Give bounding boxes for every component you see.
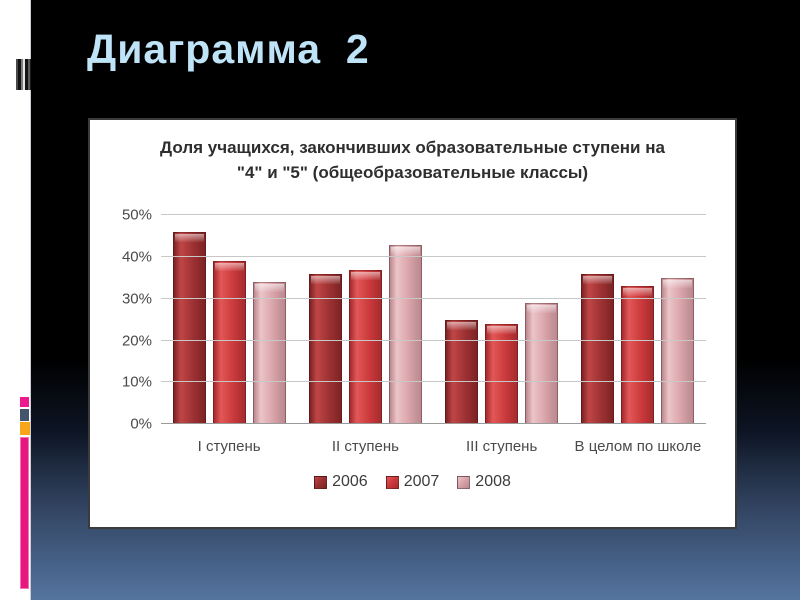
x-axis-labels: I ступень II ступень III ступень В целом по… — [161, 438, 706, 455]
y-tick-40%: 40% — [121, 248, 152, 266]
bar-group-1 — [172, 215, 286, 425]
bar-2007-category-1 — [212, 261, 246, 425]
film-strip-icon — [16, 59, 31, 90]
x-label-3: III ступень — [465, 438, 538, 456]
y-tick-50%: 50% — [121, 206, 152, 224]
gridline-20% — [161, 339, 706, 341]
y-tick-0%: 0% — [130, 415, 152, 433]
y-tick-20%: 20% — [121, 332, 152, 350]
bar-group-2 — [308, 215, 422, 425]
bar-group-4 — [581, 215, 695, 425]
legend-swatch-2008 — [457, 475, 471, 489]
orange-marker — [20, 422, 30, 435]
slide-body: Диаграмма 2 Доля учащихся, закончивших о… — [31, 0, 800, 600]
legend-item-2007: 2007 — [385, 473, 440, 491]
legend-label-2008: 2008 — [475, 473, 511, 491]
bar-2007-category-3 — [485, 323, 519, 425]
bar-group-3 — [445, 215, 559, 425]
bar-2008-category-4 — [661, 277, 695, 425]
slate-marker — [20, 409, 29, 421]
gridline-0% — [161, 423, 706, 425]
bar-2006-category-3 — [445, 319, 479, 425]
chart-legend: 2006 2007 2008 — [104, 473, 721, 491]
magenta-small-marker — [20, 397, 29, 407]
legend-label-2007: 2007 — [403, 473, 440, 491]
gridline-40% — [161, 256, 706, 258]
bar-2006-category-1 — [172, 232, 206, 425]
legend-item-2008: 2008 — [457, 473, 511, 491]
bar-2007-category-2 — [348, 269, 382, 425]
bar-2007-category-4 — [621, 286, 655, 425]
bar-chart: Доля учащихся, закончивших образовательн… — [88, 118, 737, 529]
legend-label-2006: 2006 — [332, 473, 368, 491]
x-label-1: I ступень — [197, 438, 261, 456]
legend-swatch-2007 — [385, 475, 399, 489]
x-label-2: II ступень — [331, 438, 399, 456]
legend-swatch-2006 — [314, 475, 328, 489]
left-margin-strip — [0, 0, 31, 600]
slide-title: Диаграмма 2 — [87, 26, 370, 72]
bar-2006-category-4 — [581, 273, 615, 425]
bar-2008-category-3 — [525, 303, 559, 425]
legend-item-2006: 2006 — [314, 473, 368, 491]
bar-2008-category-2 — [388, 244, 422, 425]
bar-2008-category-1 — [252, 282, 286, 425]
chart-title: Доля учащихся, закончивших образовательн… — [160, 138, 665, 182]
y-tick-30%: 30% — [121, 290, 152, 308]
bar-groups — [161, 215, 706, 425]
y-tick-10%: 10% — [121, 373, 152, 391]
gridline-30% — [161, 297, 706, 299]
bar-2006-category-2 — [308, 273, 342, 425]
plot-area: 0% 10% 20% 30% 40% 50% — [122, 207, 706, 433]
x-label-4: В целом по школе — [574, 438, 702, 456]
gridline-10% — [161, 381, 706, 383]
magenta-tall-bar — [20, 437, 29, 589]
gridline-50% — [161, 214, 706, 216]
